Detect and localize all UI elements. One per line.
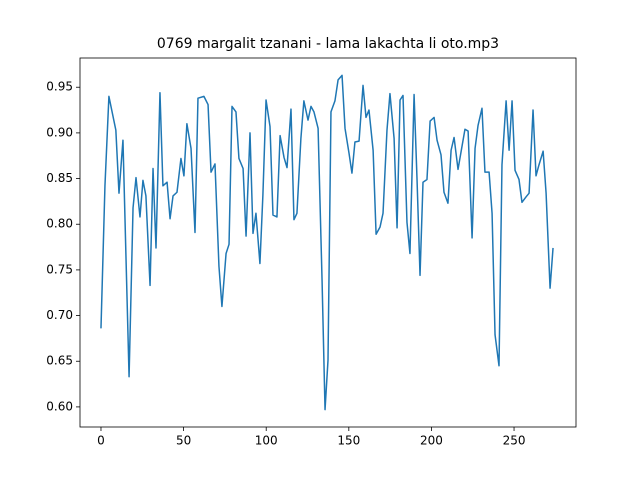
y-tick-label: 0.90 <box>46 125 73 139</box>
y-tick-label: 0.95 <box>46 80 73 94</box>
y-tick-label: 0.75 <box>46 262 73 276</box>
y-tick-label: 0.65 <box>46 354 73 368</box>
x-tick-label: 200 <box>420 434 443 448</box>
chart-title: 0769 margalit tzanani - lama lakachta li… <box>157 36 499 52</box>
line-series <box>100 74 554 411</box>
x-tick-label: 150 <box>337 434 360 448</box>
y-tick-label: 0.60 <box>46 399 73 413</box>
x-tick-label: 250 <box>503 434 526 448</box>
y-tick-label: 0.70 <box>46 308 73 322</box>
x-tick-label: 50 <box>176 434 191 448</box>
y-tick-label: 0.80 <box>46 217 73 231</box>
y-tick-label: 0.85 <box>46 171 73 185</box>
plot-frame <box>79 57 577 428</box>
x-tick-label: 100 <box>255 434 278 448</box>
x-tick-label: 0 <box>97 434 105 448</box>
